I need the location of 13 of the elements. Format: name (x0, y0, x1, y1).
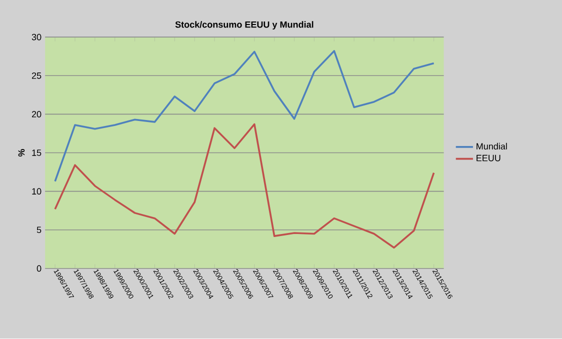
legend-label: EEUU (476, 155, 500, 162)
y-tick-label: 20 (32, 111, 42, 118)
y-tick-label: 0 (36, 265, 42, 272)
y-tick-label: 10 (32, 188, 42, 195)
line-series (54, 50, 435, 182)
legend-label: Mundial (476, 143, 507, 150)
line-series (54, 124, 435, 249)
y-tick-label: 30 (32, 34, 42, 40)
y-tick-label: 25 (32, 72, 42, 80)
y-tick-label: 5 (36, 226, 42, 234)
chart-title: Stock/consumo EEUU y Mundial (175, 21, 314, 30)
y-axis-title: % (18, 149, 25, 157)
y-tick-label: 15 (32, 150, 42, 156)
